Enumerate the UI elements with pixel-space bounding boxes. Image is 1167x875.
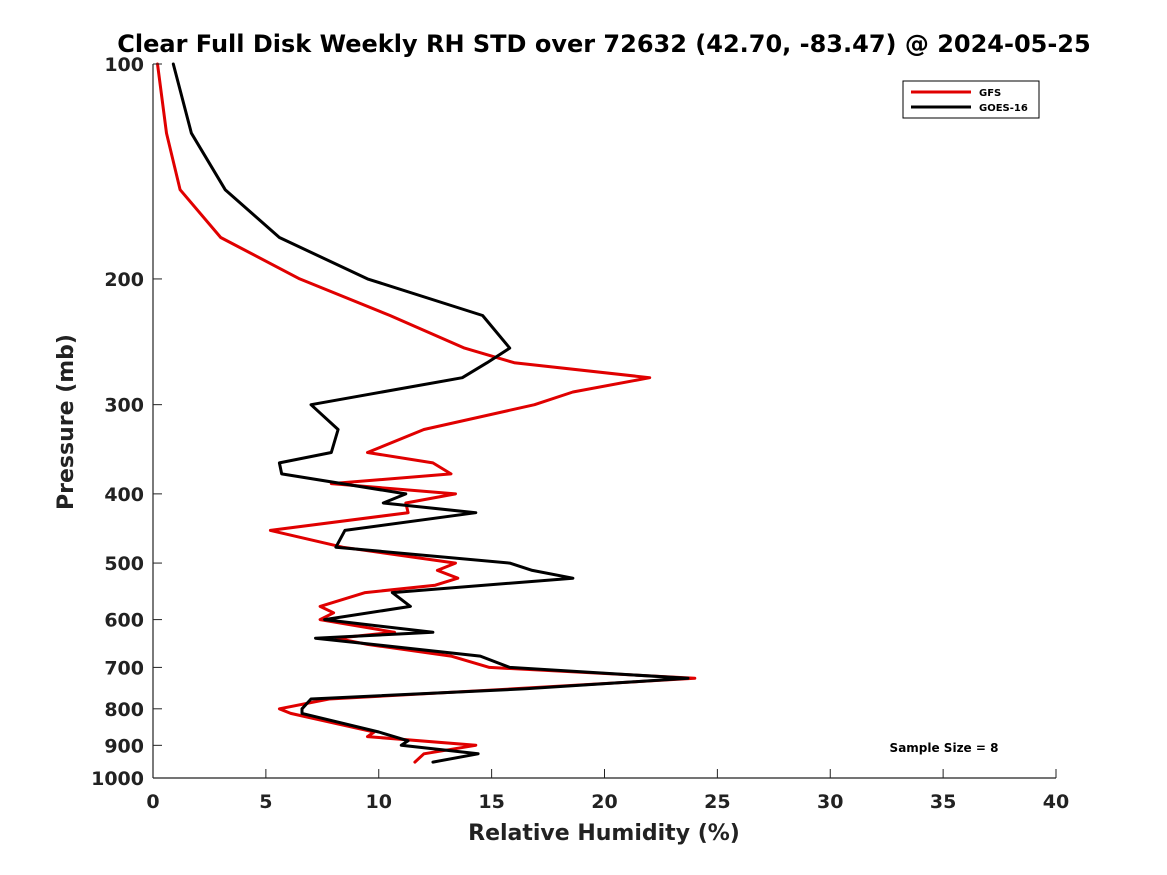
axes: 0 5 10 15 20 25 30 35 40 100 200 300 400 500 600 700 800…	[91, 54, 1069, 813]
x-tick-label: 30	[817, 791, 843, 813]
x-tick-label: 20	[591, 791, 617, 813]
sample-size-annotation: Sample Size = 8	[890, 741, 999, 755]
y-tick-label: 700	[104, 657, 144, 679]
legend: GFS GOES-16	[902, 80, 1040, 119]
series-line-goes-16	[171, 62, 690, 764]
x-tick-label: 40	[1043, 791, 1069, 813]
y-tick-label: 900	[104, 735, 144, 757]
y-tick-label: 300	[104, 395, 144, 417]
y-tick-label: 200	[104, 269, 144, 291]
y-tick-label: 400	[104, 484, 144, 506]
x-tick-label: 0	[146, 791, 159, 813]
x-axis-label: Relative Humidity (%)	[468, 821, 740, 846]
x-tick-label: 35	[930, 791, 956, 813]
plot-area	[156, 62, 697, 764]
y-tick-label: 100	[104, 54, 144, 76]
legend-label-gfs: GFS	[979, 88, 1001, 99]
x-tick-label: 25	[704, 791, 730, 813]
y-tick-label: 1000	[91, 768, 144, 790]
series-line-gfs	[156, 62, 697, 764]
y-tick-label: 800	[104, 699, 144, 721]
y-tick-label: 500	[104, 553, 144, 575]
x-tick-label: 5	[259, 791, 272, 813]
y-axis-label: Pressure (mb)	[54, 334, 79, 510]
legend-label-goes-16: GOES-16	[979, 103, 1028, 114]
x-tick-label: 15	[478, 791, 504, 813]
x-tick-label: 10	[366, 791, 392, 813]
chart-title: Clear Full Disk Weekly RH STD over 72632…	[117, 30, 1090, 58]
y-tick-label: 600	[104, 610, 144, 632]
legend-box	[902, 80, 1040, 119]
